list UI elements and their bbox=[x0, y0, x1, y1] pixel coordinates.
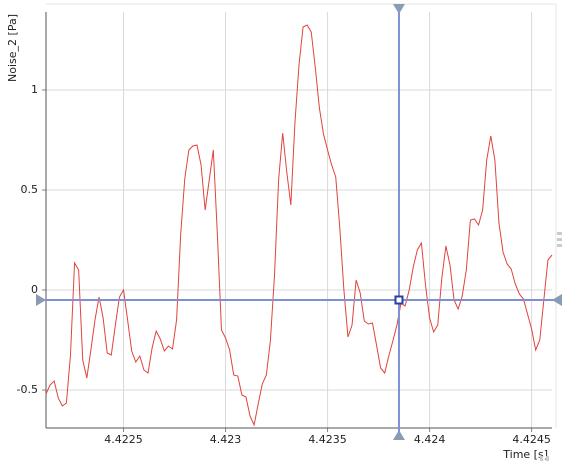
y-tick-label: 1 bbox=[31, 83, 38, 96]
x-tick-label: 4.423 bbox=[210, 433, 242, 446]
handle-dash bbox=[557, 244, 562, 247]
cursor-handle[interactable] bbox=[552, 294, 562, 306]
x-tick-label: 4.4225 bbox=[104, 433, 143, 446]
cursor-handle[interactable] bbox=[392, 430, 405, 440]
y-axis-label: Noise_2 [Pa] bbox=[6, 14, 19, 82]
handle-dash bbox=[546, 456, 549, 461]
handle-dash bbox=[557, 238, 562, 241]
scroll-handle[interactable] bbox=[540, 232, 562, 461]
cursor-handle[interactable] bbox=[36, 294, 46, 306]
y-tick-label: -0.5 bbox=[17, 383, 38, 396]
handle-dash bbox=[557, 232, 562, 235]
x-tick-label: 4.4235 bbox=[308, 433, 347, 446]
x-tick-label: 4.4245 bbox=[512, 433, 551, 446]
x-tick-label: 4.424 bbox=[414, 433, 446, 446]
x-axis-label: Time [s] bbox=[502, 448, 548, 461]
handle-dash bbox=[540, 456, 543, 461]
cursor-handle[interactable] bbox=[392, 4, 405, 14]
cursor-point[interactable] bbox=[394, 295, 404, 305]
data-line bbox=[45, 24, 553, 427]
y-tick-label: 0 bbox=[31, 283, 38, 296]
y-tick-label: 0.5 bbox=[21, 183, 39, 196]
